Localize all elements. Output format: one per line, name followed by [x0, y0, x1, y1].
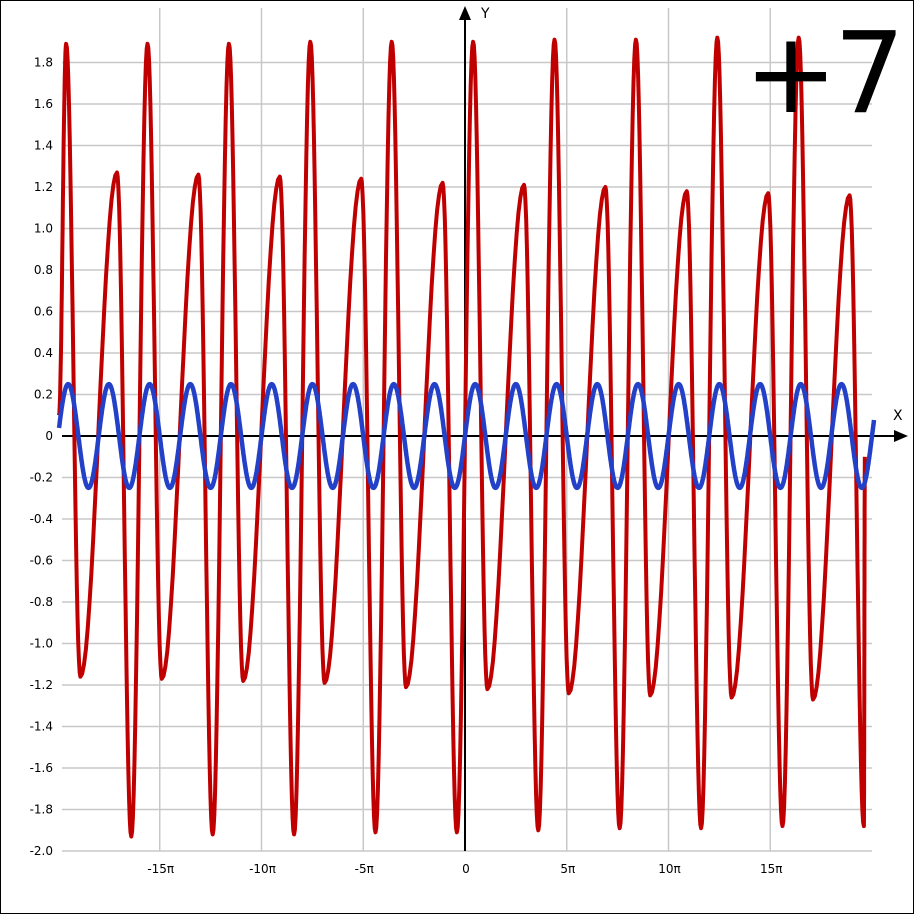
y-tick-label: -1.0: [30, 637, 53, 651]
y-tick-label: -0.8: [30, 595, 53, 609]
x-tick-label: 10π: [658, 862, 681, 876]
y-tick-label: -0.2: [30, 471, 53, 485]
x-tick-label: -5π: [355, 862, 374, 876]
series-2-line: [56, 381, 877, 491]
y-tick-label: 1.0: [34, 222, 53, 236]
y-tick-label: -1.4: [30, 720, 53, 734]
y-tick-label: -1.6: [30, 761, 53, 775]
plus-seven-badge: +7: [744, 9, 905, 139]
x-axis-label: X: [893, 408, 903, 424]
y-tick-label: -0.6: [30, 554, 53, 568]
x-tick-label: 5π: [560, 862, 575, 876]
y-tick-label: 0.6: [34, 305, 53, 319]
y-tick-label: -0.4: [30, 512, 53, 526]
x-tick-label: 15π: [760, 862, 783, 876]
y-tick-label: -2.0: [30, 844, 53, 858]
y-tick-label: 1.8: [34, 56, 53, 70]
x-axis-arrow-icon: [894, 430, 908, 442]
y-tick-label: 1.2: [34, 180, 53, 194]
y-tick-label: -1.8: [30, 803, 53, 817]
y-tick-label: 0.2: [34, 388, 53, 402]
y-tick-label: 1.6: [34, 97, 53, 111]
x-tick-label: 0: [462, 862, 470, 876]
y-tick-label: 0.4: [34, 346, 53, 360]
y-axis-label: Y: [480, 6, 490, 22]
y-tick-label: 0: [45, 429, 53, 443]
series-group: [56, 35, 877, 839]
y-tick-label: -1.2: [30, 678, 53, 692]
x-tick-label: -10π: [249, 862, 276, 876]
y-axis-arrow-icon: [459, 6, 471, 20]
y-tick-label: 0.8: [34, 263, 53, 277]
x-tick-labels: -15π -10π -5π 0 5π 10π 15π: [147, 862, 782, 876]
x-tick-label: -15π: [147, 862, 174, 876]
y-tick-label: 1.4: [34, 139, 53, 153]
y-tick-labels: 1.8 1.6 1.4 1.2 1.0 0.8 0.6 0.4 0.2 0 -0.2 -0.4 -0.6…: [30, 56, 53, 859]
